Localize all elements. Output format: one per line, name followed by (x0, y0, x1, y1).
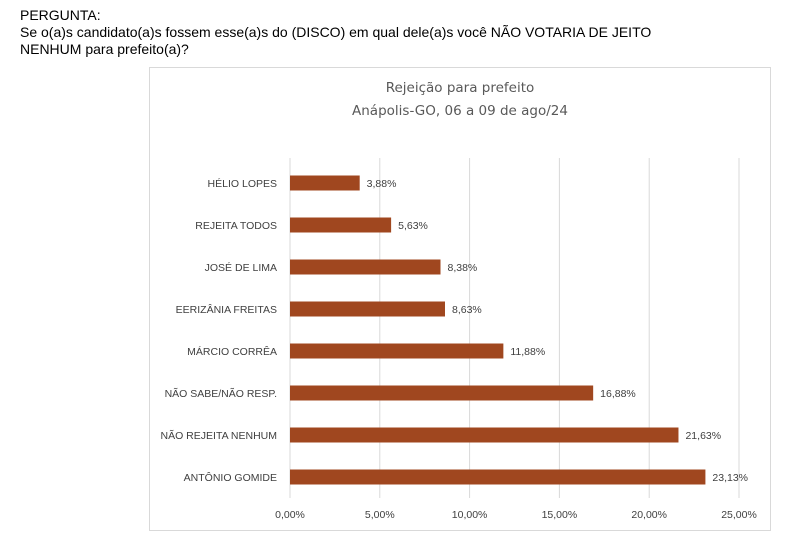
question-text-line-1: Se o(a)s candidato(a)s fossem esse(a)s d… (20, 24, 652, 40)
x-tick-label: 10,00% (452, 509, 488, 521)
question-heading: PERGUNTA: (20, 7, 101, 23)
bar (290, 175, 360, 191)
bar (290, 301, 445, 317)
x-tick-label: 25,00% (721, 509, 757, 521)
x-tick-label: 20,00% (631, 509, 667, 521)
category-label: REJEITA TODOS (195, 220, 277, 232)
x-tick-label: 5,00% (365, 509, 395, 521)
question-text-line-2: NENHUM para prefeito(a)? (20, 41, 189, 57)
category-label: NÃO SABE/NÃO RESP. (165, 387, 277, 400)
category-label: HÉLIO LOPES (208, 177, 277, 190)
category-label: MÁRCIO CORRÊA (187, 345, 277, 358)
bar (290, 427, 679, 443)
chart-container: Rejeição para prefeito Anápolis-GO, 06 a… (149, 67, 771, 531)
data-label: 8,38% (448, 262, 478, 274)
bar (290, 217, 392, 233)
data-label: 3,88% (367, 178, 397, 190)
data-label: 16,88% (600, 388, 636, 400)
bar (290, 469, 706, 485)
x-tick-label: 0,00% (275, 509, 305, 521)
data-label: 23,13% (712, 472, 748, 484)
rejection-bar-chart: Rejeição para prefeito Anápolis-GO, 06 a… (161, 80, 757, 521)
chart-subtitle: Anápolis-GO, 06 a 09 de ago/24 (352, 103, 568, 119)
chart-title: Rejeição para prefeito (386, 80, 535, 96)
data-label: 5,63% (398, 220, 428, 232)
data-label: 11,88% (510, 346, 545, 358)
question-block: PERGUNTA: Se o(a)s candidato(a)s fossem … (20, 7, 720, 58)
category-label: NÃO REJEITA NENHUM (161, 429, 277, 442)
data-label: 8,63% (452, 304, 482, 316)
bar (290, 385, 594, 401)
bar (290, 343, 504, 359)
category-label: ANTÔNIO GOMIDE (184, 471, 277, 484)
category-label: EERIZÂNIA FREITAS (176, 303, 277, 316)
bar (290, 259, 441, 275)
data-label: 21,63% (685, 430, 721, 442)
x-tick-label: 15,00% (542, 509, 578, 521)
category-label: JOSÉ DE LIMA (205, 261, 277, 274)
